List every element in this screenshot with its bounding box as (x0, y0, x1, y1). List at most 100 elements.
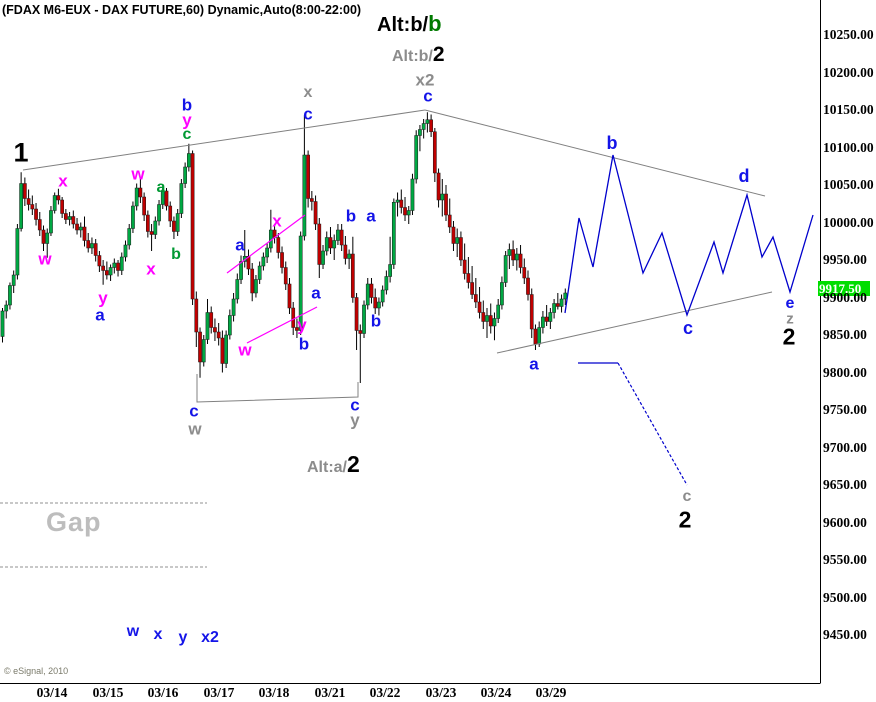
candle-body (544, 316, 549, 322)
candle-body (105, 270, 109, 276)
candle-body (45, 232, 50, 244)
date-axis-label: 03/29 (535, 685, 567, 700)
candle-body (257, 265, 262, 280)
candle-body (64, 213, 68, 220)
price-axis-label: 9500.00 (823, 589, 867, 605)
candle-body (514, 253, 519, 261)
candle-body (37, 219, 42, 231)
last-price-marker: 9917.50 (818, 281, 870, 296)
wave-label-b: b (345, 206, 357, 226)
candle-body (19, 183, 23, 229)
candle-body (108, 267, 113, 276)
candle-body (201, 339, 206, 363)
candle-body (295, 327, 299, 331)
candle-body (414, 135, 419, 180)
price-axis-label: 10100.00 (823, 139, 874, 155)
candle-body (459, 237, 463, 261)
date-axis-label: 03/24 (480, 685, 512, 700)
candle-body (198, 331, 202, 363)
candle-body (34, 208, 38, 220)
wave-label-b: b (370, 311, 382, 331)
candle-body (142, 196, 146, 216)
candle-body (146, 214, 150, 232)
wave-label-y: y (350, 410, 360, 430)
candle-body (321, 250, 325, 265)
lower-trendline-rising (496, 291, 773, 354)
candle-body (418, 129, 422, 136)
candle-body (26, 198, 31, 205)
candle-body (555, 303, 560, 307)
wave-label-b: b (171, 246, 181, 263)
price-axis-label: 9800.00 (823, 364, 867, 380)
wave-label-z: z (786, 310, 794, 328)
wave-label-y: y (178, 629, 188, 646)
wave-label-x: x (146, 259, 156, 279)
wave-label-w: w (38, 249, 52, 269)
price-axis-label: 9650.00 (823, 477, 867, 492)
candle-body (287, 283, 292, 309)
candle-body (403, 207, 407, 216)
wave-label-w: w (131, 164, 145, 184)
price-axis-label: 9700.00 (823, 439, 867, 455)
candle-body (194, 298, 199, 333)
wave-label-b: b (298, 334, 310, 354)
date-axis-label: 03/17 (203, 685, 235, 700)
candle-body (250, 268, 255, 294)
wave-label-y: y (98, 288, 108, 308)
candle-body (511, 249, 515, 261)
candle-body (354, 297, 359, 331)
alt1-suffix: b (428, 11, 442, 36)
candle-body (172, 220, 176, 232)
candle-body (470, 282, 474, 295)
forecast-zigzag (564, 154, 814, 318)
date-axis-label: 03/21 (314, 685, 346, 700)
candle-body (261, 256, 266, 267)
candle-body (15, 228, 20, 276)
wave-label-c: c (682, 488, 692, 505)
candle-body (30, 204, 35, 210)
candle-body (183, 166, 187, 184)
esignal-copyright: © eSignal, 2010 (4, 666, 69, 676)
alt-count-label-1: Alt:b/b (377, 11, 442, 36)
candle-body (477, 301, 482, 313)
candle-body (552, 303, 556, 313)
candle-body (358, 330, 363, 334)
wave-label-a: a (235, 235, 245, 255)
wave-label-d: d (738, 166, 750, 186)
wave-label-2: 2 (782, 323, 796, 350)
candle-body (149, 231, 154, 235)
candle-body (153, 220, 158, 235)
candle-body (336, 229, 340, 241)
candle-body (0, 310, 5, 337)
candle-body (328, 237, 333, 249)
price-axis-label: 10200.00 (823, 64, 874, 80)
date-axis-label: 03/15 (92, 685, 124, 700)
candle-body (496, 304, 501, 319)
candle-body (526, 277, 530, 295)
candle-body (52, 195, 57, 211)
candle-body (563, 292, 568, 300)
candle-body (41, 229, 46, 244)
candle-body (298, 235, 303, 331)
candle-body (265, 247, 269, 258)
candle-body (86, 240, 91, 249)
candle-body (160, 190, 165, 205)
candle-body (119, 256, 124, 271)
wave-label-x2: x2 (201, 629, 219, 646)
date-axis-label: 03/23 (425, 685, 457, 700)
upper-trendline-rising (22, 109, 426, 171)
candle-body (23, 183, 27, 199)
candle-body (138, 187, 143, 198)
price-axis-label: 10050.00 (823, 177, 874, 192)
candle-body (365, 283, 370, 306)
wave-label-2: 2 (678, 506, 692, 533)
candle-body (93, 243, 98, 256)
candle-body (380, 289, 385, 303)
candle-body (425, 119, 430, 124)
candle-body (406, 210, 411, 216)
candle-body (466, 273, 471, 283)
candle-body (123, 244, 128, 258)
wave-label-c: c (350, 395, 360, 415)
candle-body (444, 193, 448, 216)
candle-body (216, 331, 221, 339)
